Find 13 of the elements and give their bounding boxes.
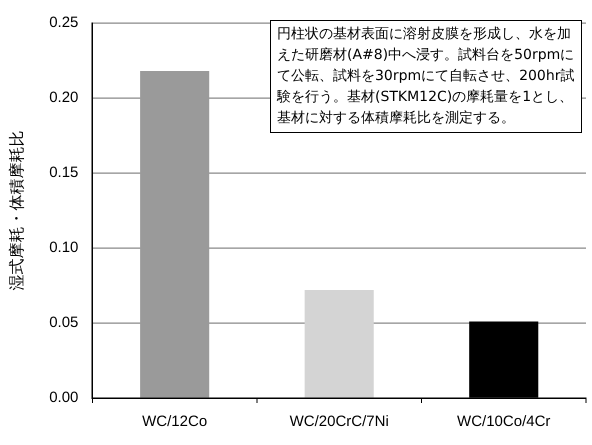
y-tick-label: 0.25: [49, 14, 78, 32]
x-tick-label: WC/10Co/4Cr: [457, 413, 550, 430]
bar: [140, 71, 210, 398]
x-tick-label: WC/20CrC/7Ni: [290, 413, 389, 430]
y-tick-label: 0.05: [49, 314, 78, 332]
y-tick-label: 0.00: [49, 389, 78, 406]
bar: [304, 290, 374, 398]
annotation: 円柱状の基材表面に溶射皮膜を形成し、水を加えた研磨材(A#8)中へ浸す。試料台を50rpmにて公転、試料を30rpmにて自転させ、200hr試験を行う。基材(STKM12C)の摩耗量を1とし、基材に対する体積摩耗比を測定する。: [270, 20, 582, 133]
y-tick-label: 0.20: [49, 89, 78, 106]
y-tick-label: 0.10: [49, 239, 78, 256]
y-tick-label: 0.15: [49, 164, 78, 182]
y-axis-title: 湿式摩耗・体積摩耗比: [6, 130, 26, 290]
x-tick-label: WC/12Co: [142, 413, 208, 430]
